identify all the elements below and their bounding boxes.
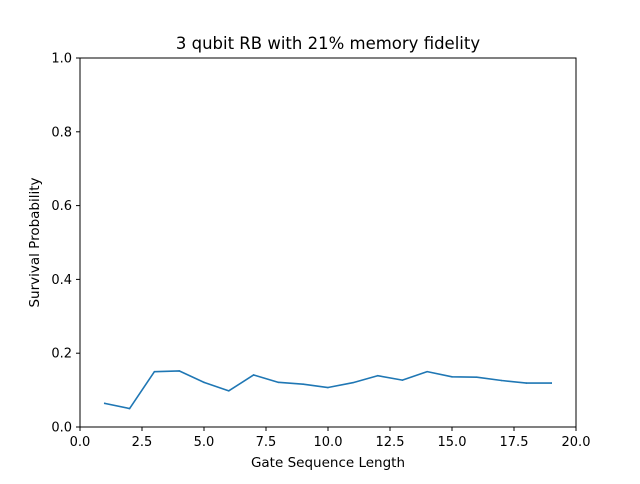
data-point — [252, 374, 255, 376]
data-point — [451, 376, 453, 378]
y-tick-label: 0.0 — [51, 421, 72, 436]
data-point — [302, 383, 305, 385]
x-tick-label: 0.0 — [70, 435, 91, 450]
data-point — [550, 382, 552, 384]
data-point — [525, 382, 528, 384]
x-tick-label: 20.0 — [562, 435, 591, 450]
x-axis: 0.0 2.5 5.0 7.5 10.0 12.5 15.0 17.5 20.0 — [70, 427, 591, 450]
x-tick-label: 5.0 — [194, 435, 215, 450]
data-point — [128, 407, 131, 410]
x-axis-label: Gate Sequence Length — [251, 455, 405, 471]
x-tick-label: 15.0 — [438, 435, 467, 450]
y-tick-label: 0.2 — [51, 347, 72, 362]
data-point — [277, 381, 280, 384]
y-axis-label: Survival Probability — [27, 177, 43, 307]
x-tick-label: 10.0 — [314, 435, 343, 450]
data-point — [426, 370, 429, 373]
data-point — [327, 386, 329, 389]
x-tick-label: 12.5 — [376, 435, 405, 450]
y-tick-label: 0.4 — [51, 273, 72, 288]
chart-title: 3 qubit RB with 21% memory fidelity — [176, 34, 480, 53]
y-axis: 0.0 0.2 0.4 0.6 0.8 1.0 — [51, 52, 80, 436]
data-point — [352, 381, 354, 384]
x-tick-label: 7.5 — [256, 435, 277, 450]
y-tick-label: 0.8 — [51, 125, 72, 140]
y-tick-label: 0.6 — [51, 199, 72, 214]
data-point — [153, 370, 156, 373]
data-point — [500, 379, 503, 382]
data-point — [401, 379, 404, 381]
data-point — [178, 370, 180, 372]
y-tick-label: 1.0 — [51, 52, 72, 67]
x-tick-label: 17.5 — [500, 435, 529, 450]
x-tick-label: 2.5 — [132, 435, 153, 450]
data-point — [376, 374, 379, 377]
data-point — [476, 376, 478, 378]
data-point — [203, 381, 205, 384]
series-layer — [103, 370, 553, 410]
data-point — [104, 402, 106, 405]
data-point — [228, 390, 230, 392]
